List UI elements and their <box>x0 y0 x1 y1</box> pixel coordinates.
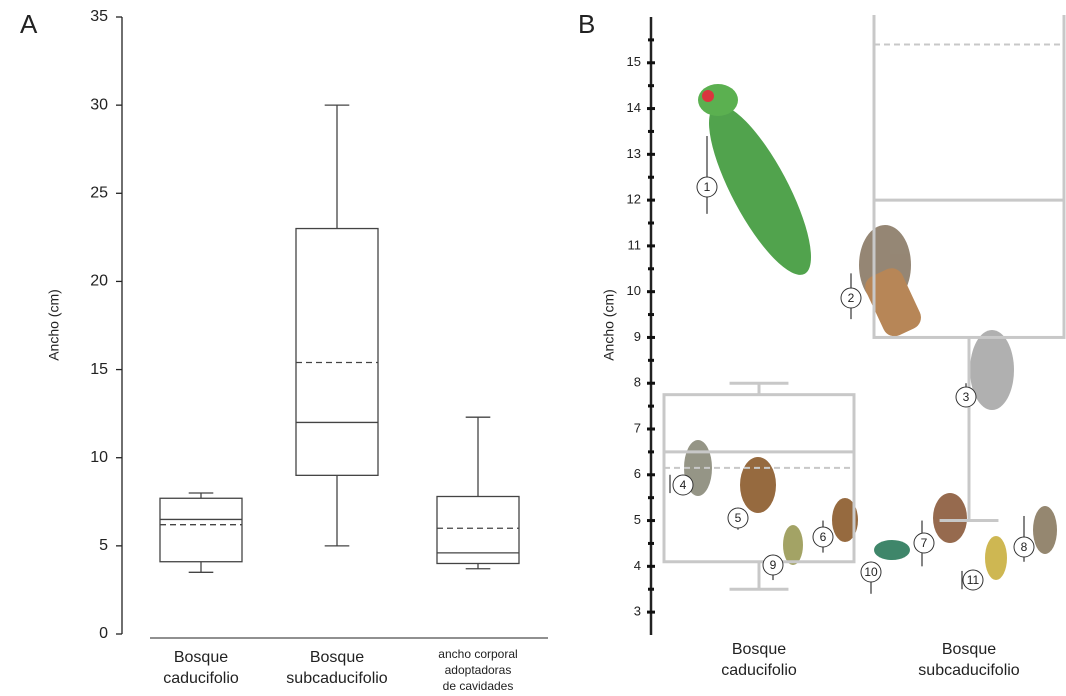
x-tick-label: Bosque <box>174 649 228 666</box>
species-label: 11 <box>967 573 980 587</box>
species-label: 1 <box>704 180 711 194</box>
y-tick-label: 7 <box>634 420 641 435</box>
y-tick-label: 6 <box>634 466 641 481</box>
species-marker <box>955 386 977 408</box>
y-tick-label: 10 <box>627 283 641 298</box>
plot-area <box>662 15 1066 591</box>
y-tick <box>647 290 655 294</box>
y-tick <box>647 152 655 156</box>
y-axis-label: Ancho (cm) <box>46 289 62 361</box>
y-minor-tick <box>648 267 654 271</box>
x-tick-label: subcaducifolio <box>286 670 388 687</box>
y-tick-label: 15 <box>90 361 108 378</box>
y-tick <box>647 381 655 385</box>
species-label: 3 <box>963 390 970 404</box>
y-minor-tick <box>648 175 654 179</box>
species-marker <box>672 474 694 496</box>
species-marker <box>962 569 984 591</box>
y-minor-tick <box>648 221 654 225</box>
y-tick-label: 13 <box>627 146 641 161</box>
x-tick-label: ancho corporal <box>438 647 517 661</box>
species-marker <box>696 176 718 198</box>
y-minor-tick <box>648 450 654 454</box>
species-marker <box>913 532 935 554</box>
x-tick-label: de cavidades <box>443 679 514 693</box>
species-marker <box>762 554 784 576</box>
y-tick-label: 10 <box>90 449 108 466</box>
y-tick-label: 30 <box>90 96 108 113</box>
species-marker <box>1013 536 1035 558</box>
y-tick-label: 15 <box>627 54 641 69</box>
x-tick-label: Bosque <box>310 649 364 666</box>
species-label: 4 <box>680 478 687 492</box>
bird-illustrations <box>684 84 1057 580</box>
y-tick-label: 8 <box>634 375 641 390</box>
x-tick-label: Bosque <box>732 641 786 658</box>
x-tick-label: subcaducifolio <box>918 662 1020 679</box>
species-label: 7 <box>921 536 928 550</box>
y-tick-label: 9 <box>634 329 641 344</box>
y-tick-label: 35 <box>90 8 108 25</box>
y-tick-label: 12 <box>627 192 641 207</box>
y-tick-label: 25 <box>90 185 108 202</box>
panel-label: B <box>578 9 595 39</box>
y-tick-label: 5 <box>634 512 641 527</box>
y-tick <box>647 335 655 339</box>
y-minor-tick <box>648 313 654 317</box>
y-tick-label: 4 <box>634 558 641 573</box>
y-tick <box>647 564 655 568</box>
box <box>295 227 379 476</box>
y-tick <box>647 244 655 248</box>
species-marker <box>860 561 882 583</box>
y-tick-label: 3 <box>634 604 641 619</box>
y-tick <box>647 473 655 477</box>
species-marker <box>840 287 862 309</box>
y-minor-tick <box>648 404 654 408</box>
y-tick-label: 20 <box>90 273 108 290</box>
plot-area <box>159 104 520 573</box>
x-tick-label: caducifolio <box>721 662 797 679</box>
x-tick-label: adoptadoras <box>445 663 512 677</box>
species-label: 6 <box>820 530 827 544</box>
y-tick-label: 5 <box>99 537 108 554</box>
y-minor-tick <box>648 541 654 545</box>
y-minor-tick <box>648 129 654 133</box>
species-marker <box>812 526 834 548</box>
species-label: 8 <box>1021 540 1028 554</box>
y-axis-label: Ancho (cm) <box>601 289 617 361</box>
box <box>872 15 1066 339</box>
species-label: 5 <box>735 511 742 525</box>
y-tick <box>647 61 655 65</box>
x-tick-label: caducifolio <box>163 670 239 687</box>
y-tick-label: 11 <box>628 237 642 252</box>
y-tick <box>647 610 655 614</box>
y-minor-tick <box>648 358 654 362</box>
species-label: 10 <box>864 565 878 579</box>
species-marker <box>727 507 749 529</box>
y-tick <box>647 198 655 202</box>
panel-label: A <box>20 9 38 39</box>
y-minor-tick <box>648 496 654 500</box>
y-tick-label: 0 <box>99 625 108 642</box>
y-tick <box>647 107 655 111</box>
y-tick <box>647 427 655 431</box>
species-label: 9 <box>770 558 777 572</box>
y-tick-label: 14 <box>627 100 641 115</box>
y-minor-tick <box>648 587 654 591</box>
box <box>159 497 243 563</box>
y-minor-tick <box>648 84 654 88</box>
box <box>662 393 856 564</box>
y-tick <box>647 519 655 523</box>
y-minor-tick <box>648 38 654 42</box>
species-label: 2 <box>848 291 855 305</box>
x-tick-label: Bosque <box>942 641 996 658</box>
